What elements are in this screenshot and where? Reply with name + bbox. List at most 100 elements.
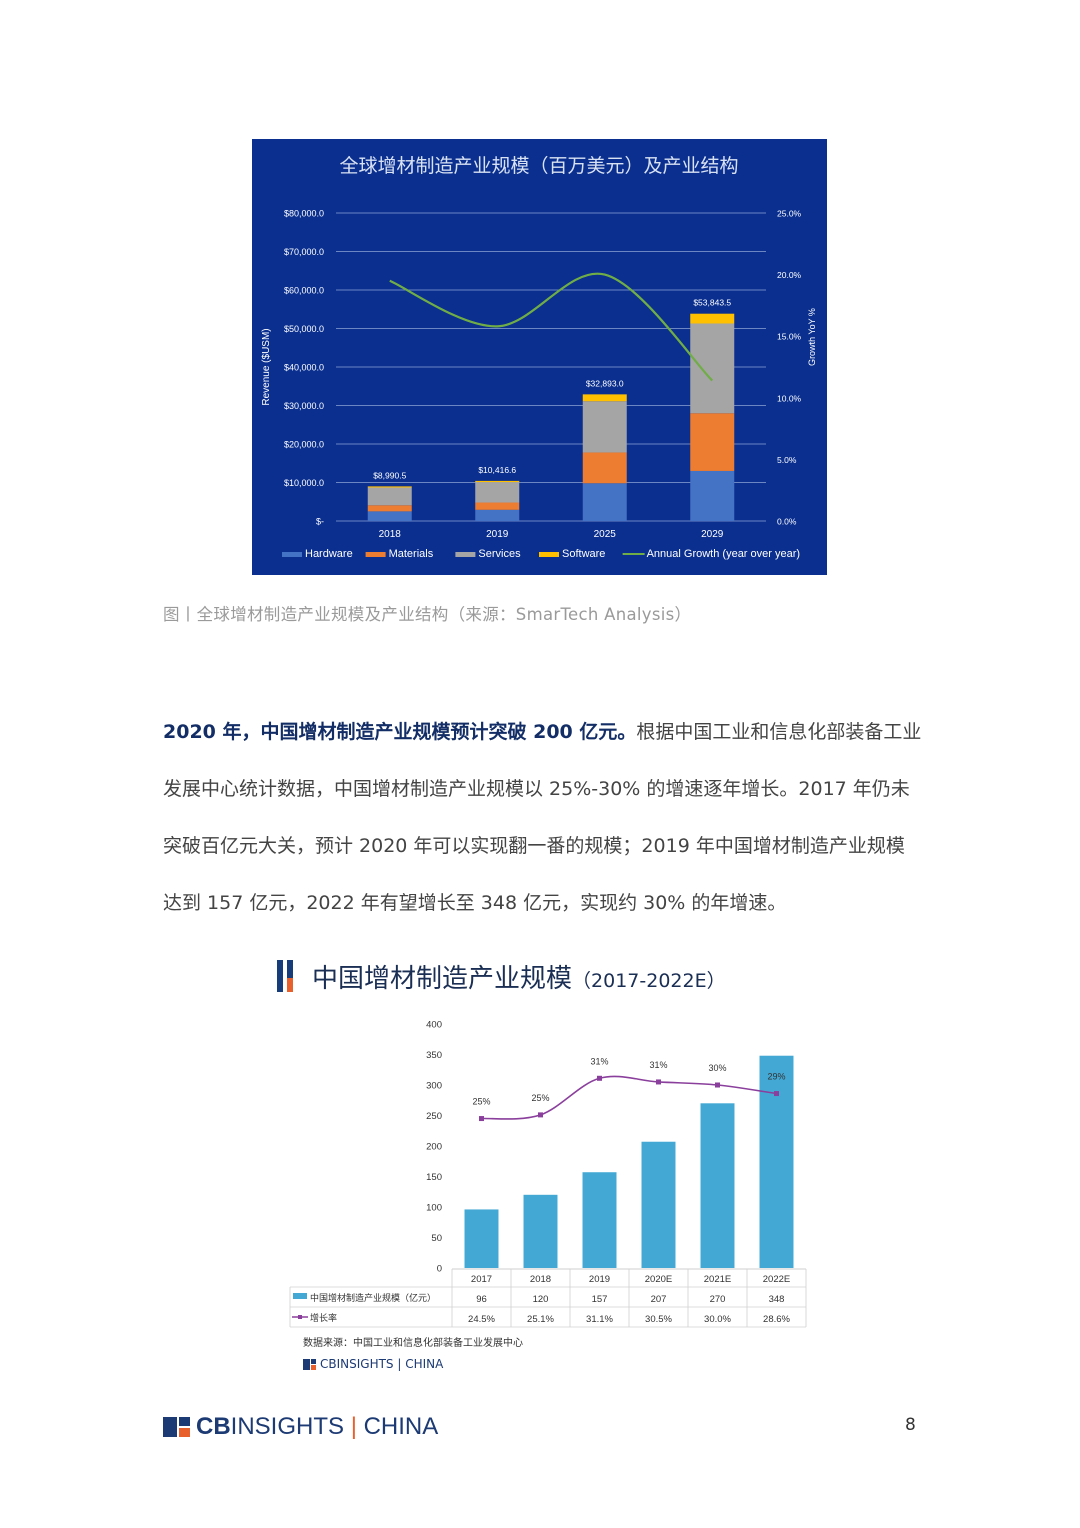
chart1-bar-segment xyxy=(582,401,627,453)
chart1-y-tick-label: $50,000.0 xyxy=(284,324,324,334)
chart1-y2-tick-label: 15.0% xyxy=(777,332,802,342)
chart1-y2-axis-label: Growth YoY % xyxy=(807,308,817,366)
china-am-chart: 0 50 100 150 200 250 300 350 400 25% 25% 31% 31% 30% 2… xyxy=(280,1010,820,1340)
chart1-y-tick-label: $20,000.0 xyxy=(284,440,324,450)
chart1-total-label: $53,843.5 xyxy=(693,298,731,308)
chart2-y-tick-label: 350 xyxy=(426,1050,442,1061)
title-accent-icon-orange xyxy=(287,978,293,992)
chart1-bar-segment xyxy=(367,486,412,488)
chart1-total-label: $8,990.5 xyxy=(373,470,406,480)
small-logo-text: CBINSIGHTS | CHINA xyxy=(320,1357,444,1371)
chart2-table-rate: 30.5% xyxy=(645,1314,672,1325)
chart1-bar-segment xyxy=(582,394,627,402)
chart2-table-value: 207 xyxy=(651,1294,667,1305)
chart2-legend-marker xyxy=(298,1315,302,1319)
chart1-y-tick-label: $30,000.0 xyxy=(284,401,324,411)
chart2-growth-marker xyxy=(715,1082,720,1088)
footer-logo-text: CBINSIGHTS | CHINA xyxy=(196,1413,438,1441)
china-am-chart-svg: 0 50 100 150 200 250 300 350 400 25% 25% 31% 31% 30% 2… xyxy=(289,1020,807,1328)
chart1-legend-label: Software xyxy=(562,548,605,560)
chart1-legend-swatch xyxy=(455,552,476,557)
chart1-legend-swatch xyxy=(539,552,559,557)
chart2-table-value: 120 xyxy=(533,1294,549,1305)
chart1-bar-segment xyxy=(367,487,412,506)
chart2-table-rate: 31.1% xyxy=(586,1314,613,1325)
chart1-y-axis-label: Revenue ($USM) xyxy=(261,328,272,405)
chart1-legend-swatch xyxy=(365,552,386,557)
chart2-bar xyxy=(582,1172,617,1268)
chart1-y-tick-label: $60,000.0 xyxy=(284,286,324,296)
global-am-chart-svg: 全球增材制造产业规模（百万美元）及产业结构 $- $10,000.0 $20,000.… xyxy=(261,155,817,560)
chart2-growth-marker xyxy=(479,1116,484,1122)
footer-logo-mark-icon xyxy=(163,1417,177,1437)
title-accent-icon-bar xyxy=(287,960,293,992)
chart2-x-tick-label: 2019 xyxy=(589,1274,610,1285)
chart2-growth-marker xyxy=(597,1075,602,1081)
chart1-bar-segment xyxy=(690,470,735,521)
global-am-chart: 全球增材制造产业规模（百万美元）及产业结构 $- $10,000.0 $20,000.… xyxy=(252,139,827,575)
chart2-x-tick-label: 2017 xyxy=(471,1274,492,1285)
chart2-legend-swatch xyxy=(293,1293,307,1299)
chart2-y-tick-label: 250 xyxy=(426,1111,442,1122)
chart2-bar xyxy=(759,1055,794,1268)
logo-china: CHINA xyxy=(363,1413,439,1440)
chart2-x-tick-label: 2021E xyxy=(704,1274,731,1285)
chart2-y-tick-label: 0 xyxy=(437,1264,442,1275)
chart2-y-tick-label: 50 xyxy=(431,1233,442,1244)
chart2-table-rate: 25.1% xyxy=(527,1314,554,1325)
chart1-legend-swatch xyxy=(282,552,302,557)
chart1-y-tick-label: $10,000.0 xyxy=(284,478,324,488)
chart1-x-tick-label: 2019 xyxy=(486,529,509,540)
chart1-y-tick-label: $80,000.0 xyxy=(284,209,324,219)
page-number: 8 xyxy=(905,1415,916,1435)
title-accent-icon xyxy=(277,960,283,992)
footer-logo-mark-part xyxy=(179,1417,190,1426)
chart2-table-value: 270 xyxy=(710,1294,726,1305)
chart1-y-tick-label: $40,000.0 xyxy=(284,363,324,373)
chart1-bar-segment xyxy=(475,480,520,483)
china-chart-title: 中国增材制造产业规模（2017-2022E） xyxy=(312,958,726,995)
chart1-bar-segment xyxy=(690,323,735,414)
chart2-table-value: 348 xyxy=(769,1294,785,1305)
china-chart-title-main: 中国增材制造产业规模 xyxy=(312,964,573,994)
chart1-bar-segment xyxy=(582,483,627,521)
chart2-growth-line xyxy=(481,1075,777,1120)
chart1-bar-segment xyxy=(367,505,412,512)
footer-logo-mark-accent xyxy=(179,1428,190,1437)
chart2-growth-point-label: 29% xyxy=(767,1072,785,1082)
chart1-legend-label: Hardware xyxy=(305,548,353,560)
chart1-y2-tick-label: 20.0% xyxy=(777,270,802,280)
chart2-bar xyxy=(641,1141,676,1268)
logo-mark-icon xyxy=(303,1359,310,1370)
chart2-y-tick-label: 300 xyxy=(426,1081,442,1092)
chart2-bar xyxy=(464,1209,499,1268)
chart1-y2-tick-label: 0.0% xyxy=(777,517,797,527)
chart2-table-rate: 28.6% xyxy=(763,1314,790,1325)
chart2-growth-marker xyxy=(656,1079,661,1085)
chart1-legend-label: Annual Growth (year over year) xyxy=(647,548,800,560)
chart2-growth-marker xyxy=(774,1091,779,1097)
chart2-x-tick-label: 2018 xyxy=(530,1274,551,1285)
chart1-y-tick-label: $- xyxy=(316,517,324,527)
chart1-x-tick-label: 2018 xyxy=(379,529,402,540)
chart2-y-tick-label: 200 xyxy=(426,1142,442,1153)
chart2-growth-marker xyxy=(538,1112,543,1118)
chart1-bar-segment xyxy=(475,509,520,521)
chart1-bar-segment xyxy=(690,313,735,324)
chart1-y2-tick-label: 10.0% xyxy=(777,393,802,403)
logo-insights: INSIGHTS xyxy=(230,1413,345,1440)
logo-separator: | xyxy=(350,1413,357,1440)
chart2-growth-point-label: 31% xyxy=(649,1060,667,1070)
chart2-table-value: 157 xyxy=(592,1294,608,1305)
chart1-y2-tick-label: 25.0% xyxy=(777,209,802,219)
chart2-y-tick-label: 400 xyxy=(426,1020,442,1031)
chart1-total-label: $32,893.0 xyxy=(586,378,624,388)
chart2-x-tick-label: 2022E xyxy=(763,1274,790,1285)
figure-caption: 图丨全球增材制造产业规模及产业结构（来源：SmarTech Analysis） xyxy=(163,605,692,624)
paragraph-text: 根据中国工业和信息化部装备工业发展中心统计数据，中国增材制造产业规模以 25%-… xyxy=(163,721,922,914)
chart1-legend-label: Services xyxy=(478,548,521,560)
chart2-growth-point-label: 31% xyxy=(590,1056,608,1066)
chart1-y2-tick-label: 5.0% xyxy=(777,455,797,465)
chart1-y-tick-label: $70,000.0 xyxy=(284,247,324,257)
chart2-y-tick-label: 100 xyxy=(426,1203,442,1214)
